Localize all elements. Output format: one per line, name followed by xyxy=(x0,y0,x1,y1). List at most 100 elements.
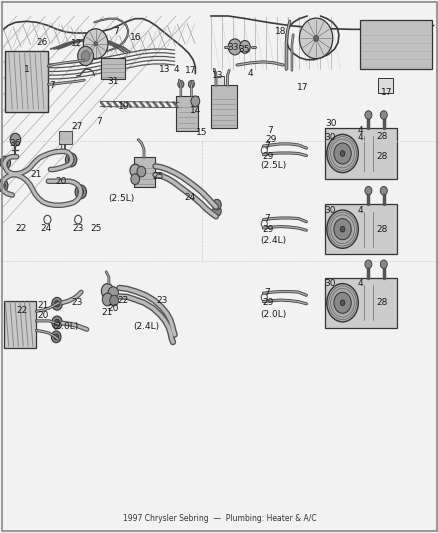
Text: 28: 28 xyxy=(375,225,387,233)
Circle shape xyxy=(110,295,118,306)
Text: 35: 35 xyxy=(237,45,249,53)
Text: 13: 13 xyxy=(159,65,170,74)
Circle shape xyxy=(94,42,97,46)
Bar xyxy=(134,157,155,187)
Circle shape xyxy=(177,80,184,88)
Circle shape xyxy=(102,293,113,306)
Bar xyxy=(5,51,48,112)
Text: 7: 7 xyxy=(263,288,269,296)
Text: 26: 26 xyxy=(36,38,47,47)
Text: 21: 21 xyxy=(37,302,49,310)
Text: 30: 30 xyxy=(324,133,335,142)
Text: 7: 7 xyxy=(49,81,55,90)
Text: 28: 28 xyxy=(375,152,387,161)
Text: 1: 1 xyxy=(23,65,29,74)
Text: 4: 4 xyxy=(357,279,362,288)
Circle shape xyxy=(379,187,386,195)
Text: 29: 29 xyxy=(261,298,273,307)
Text: 14: 14 xyxy=(189,107,201,115)
Text: 23: 23 xyxy=(72,224,84,232)
Text: 18: 18 xyxy=(275,28,286,36)
Circle shape xyxy=(212,206,221,216)
Text: 7: 7 xyxy=(263,142,269,150)
Bar xyxy=(324,278,396,328)
Text: 27: 27 xyxy=(71,123,82,131)
Text: (2.0L): (2.0L) xyxy=(52,322,78,330)
Circle shape xyxy=(326,284,357,322)
Circle shape xyxy=(78,46,93,66)
Circle shape xyxy=(339,151,344,156)
Bar xyxy=(324,204,396,254)
Circle shape xyxy=(333,219,350,240)
Text: (2.4L): (2.4L) xyxy=(259,237,286,245)
Circle shape xyxy=(54,301,60,307)
Text: 24: 24 xyxy=(184,193,195,201)
Text: 20: 20 xyxy=(37,311,49,320)
Text: 19: 19 xyxy=(118,102,129,111)
Bar xyxy=(59,131,72,144)
Text: 22: 22 xyxy=(16,306,28,314)
Bar xyxy=(4,301,36,348)
Bar xyxy=(359,20,431,69)
Text: 17: 17 xyxy=(380,88,391,97)
Text: 7: 7 xyxy=(95,117,102,126)
Text: 30: 30 xyxy=(324,279,335,288)
Circle shape xyxy=(131,174,139,184)
Text: 29: 29 xyxy=(261,225,273,233)
Text: 21: 21 xyxy=(30,171,42,179)
Text: 13: 13 xyxy=(211,71,223,80)
Text: 23: 23 xyxy=(71,298,82,307)
Circle shape xyxy=(333,292,350,313)
Circle shape xyxy=(137,166,145,177)
Circle shape xyxy=(0,182,5,189)
Circle shape xyxy=(339,300,344,305)
Text: 25: 25 xyxy=(90,224,101,232)
Circle shape xyxy=(364,187,371,195)
Circle shape xyxy=(326,210,357,248)
Bar xyxy=(215,76,223,85)
Circle shape xyxy=(81,51,90,61)
Circle shape xyxy=(326,134,357,173)
Text: 4: 4 xyxy=(357,133,362,142)
Text: 24: 24 xyxy=(40,224,51,232)
Bar xyxy=(101,58,125,79)
Bar xyxy=(377,78,392,93)
Circle shape xyxy=(78,189,83,195)
Circle shape xyxy=(68,157,74,164)
Text: 31: 31 xyxy=(107,77,119,85)
Circle shape xyxy=(10,133,21,146)
Circle shape xyxy=(364,260,371,269)
Bar xyxy=(176,96,197,131)
Text: 23: 23 xyxy=(155,296,167,305)
Text: 16: 16 xyxy=(130,33,141,42)
Circle shape xyxy=(299,18,332,59)
Text: 1997 Chrysler Sebring  —  Plumbing: Heater & A/C: 1997 Chrysler Sebring — Plumbing: Heater… xyxy=(122,514,316,523)
Text: 7: 7 xyxy=(266,126,272,134)
Text: 22: 22 xyxy=(117,296,128,305)
Text: 30: 30 xyxy=(324,206,335,214)
Text: 4: 4 xyxy=(357,126,362,134)
Circle shape xyxy=(333,143,350,164)
Text: 21: 21 xyxy=(101,308,113,317)
Text: (2.5L): (2.5L) xyxy=(108,194,134,203)
Circle shape xyxy=(0,179,8,192)
Text: 15: 15 xyxy=(196,128,207,136)
Circle shape xyxy=(0,156,11,169)
Circle shape xyxy=(191,96,199,107)
Text: 29: 29 xyxy=(261,152,273,161)
Circle shape xyxy=(108,287,118,300)
Circle shape xyxy=(239,41,250,53)
Circle shape xyxy=(188,80,194,88)
Text: (2.5L): (2.5L) xyxy=(259,161,286,169)
Circle shape xyxy=(364,111,371,119)
Text: 25: 25 xyxy=(152,173,163,181)
Text: 4: 4 xyxy=(357,206,362,214)
Text: 17: 17 xyxy=(185,66,196,75)
Text: 20: 20 xyxy=(107,304,119,312)
Text: 28: 28 xyxy=(375,132,387,141)
Circle shape xyxy=(379,260,386,269)
Text: 4: 4 xyxy=(173,65,179,74)
Circle shape xyxy=(52,297,62,310)
Text: 7: 7 xyxy=(113,28,119,36)
Circle shape xyxy=(212,199,221,210)
